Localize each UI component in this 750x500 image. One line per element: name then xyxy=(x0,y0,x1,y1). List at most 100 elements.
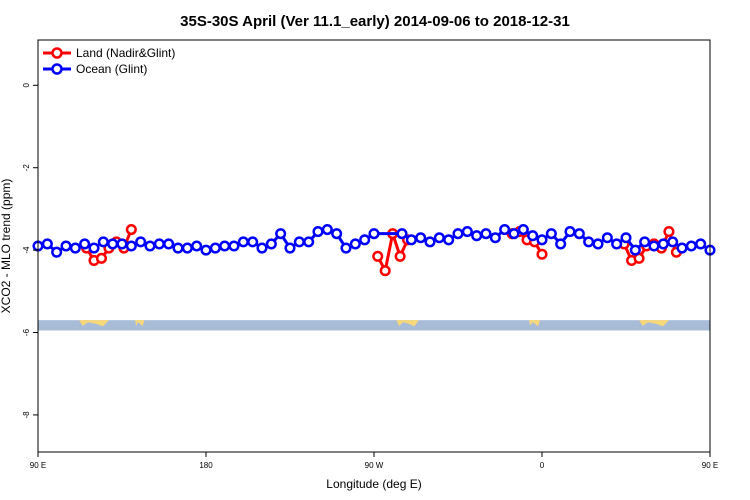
ocean-data-point xyxy=(293,236,305,248)
chart-title: 35S-30S April (Ver 11.1_early) 2014-09-0… xyxy=(180,13,570,30)
ocean-data-point xyxy=(695,238,707,250)
y-tick-label: -8 xyxy=(22,411,31,419)
ocean-data-point xyxy=(321,223,333,236)
ocean-data-point xyxy=(247,236,259,248)
ocean-data-point xyxy=(228,240,240,252)
legend-entry-ocean: Ocean (Glint) xyxy=(43,62,147,76)
ocean-data-point xyxy=(639,236,651,248)
ocean-data-point xyxy=(452,228,464,240)
ocean-data-point xyxy=(359,234,371,246)
ocean-data-point xyxy=(349,238,361,250)
ocean-data-point xyxy=(657,238,669,250)
ocean-data-point xyxy=(60,240,72,252)
ocean-band xyxy=(38,320,710,331)
ocean-data-point xyxy=(144,240,156,252)
ocean-data-point xyxy=(69,242,81,254)
ocean-data-point xyxy=(163,238,175,250)
ocean-data-point xyxy=(312,226,324,238)
x-axis-ticks: 90 E 180 90 W 0 90 E xyxy=(30,452,718,470)
x-tick-label: 0 xyxy=(540,461,545,470)
legend: Land (Nadir&Glint) Ocean (Glint) xyxy=(43,46,175,76)
land-patch xyxy=(79,320,109,327)
ocean-data-point xyxy=(172,242,184,254)
x-tick-label: 180 xyxy=(199,461,213,470)
ocean-data-point xyxy=(592,238,604,250)
ocean-data-point xyxy=(209,242,221,254)
ocean-data-point xyxy=(611,238,623,250)
ocean-data-point xyxy=(629,244,641,256)
ocean-data-point xyxy=(191,240,203,252)
ocean-data-point xyxy=(527,230,539,242)
ocean-data-point xyxy=(256,242,268,254)
ocean-data-point xyxy=(424,236,436,248)
x-tick-label: 90 E xyxy=(30,461,46,470)
ocean-data-point xyxy=(200,244,212,256)
ocean-data-point xyxy=(471,230,483,242)
legend-ocean-marker xyxy=(51,63,63,75)
ocean-data-point xyxy=(499,223,511,236)
ocean-data-point xyxy=(116,238,128,250)
ocean-data-point xyxy=(545,228,557,240)
ocean-data-point xyxy=(97,236,109,248)
ocean-data-point xyxy=(153,238,165,250)
ocean-data-point xyxy=(667,236,679,248)
ocean-data-point xyxy=(461,226,473,238)
ocean-data-point xyxy=(517,223,529,236)
ocean-data-point xyxy=(275,228,287,240)
ocean-data-point xyxy=(219,240,231,252)
legend-land-label: Land (Nadir&Glint) xyxy=(76,46,175,60)
ocean-data-point xyxy=(573,228,585,240)
land-patch xyxy=(396,320,419,327)
land-patch xyxy=(528,320,541,327)
y-tick-label: -6 xyxy=(22,328,31,336)
ocean-data-point xyxy=(41,238,53,250)
ocean-data-point xyxy=(489,232,501,244)
ocean-data-point xyxy=(676,242,688,254)
ocean-data-point xyxy=(265,238,277,250)
legend-ocean-label: Ocean (Glint) xyxy=(76,62,147,76)
ocean-data-point xyxy=(405,234,417,246)
y-tick-label: -4 xyxy=(22,246,31,254)
ocean-data-point xyxy=(396,228,408,240)
land-data-point xyxy=(372,250,384,262)
ocean-data-point xyxy=(237,236,249,248)
x-tick-label: 90 W xyxy=(365,461,384,470)
ocean-data-point xyxy=(620,232,632,244)
land-data-point xyxy=(663,226,675,238)
ocean-data-point xyxy=(480,228,492,240)
ocean-data-point xyxy=(79,238,91,250)
ocean-data-point xyxy=(433,232,445,244)
ocean-data-point xyxy=(125,240,137,252)
ocean-data-point xyxy=(135,236,147,248)
land-mask-band xyxy=(38,320,710,331)
ocean-data-point xyxy=(415,232,427,244)
ocean-data-point xyxy=(443,234,455,246)
x-axis-label: Longitude (deg E) xyxy=(326,477,421,491)
land-patch xyxy=(135,320,145,327)
ocean-data-point xyxy=(181,242,193,254)
y-tick-label: -2 xyxy=(22,164,31,172)
ocean-data-point xyxy=(340,242,352,254)
ocean-data-point xyxy=(648,240,660,252)
legend-entry-land: Land (Nadir&Glint) xyxy=(43,46,175,60)
land-patch xyxy=(639,320,669,327)
ocean-data-point xyxy=(685,240,697,252)
ocean-data-point xyxy=(601,232,613,244)
x-tick-label: 90 E xyxy=(702,461,718,470)
ocean-data-point xyxy=(564,226,576,238)
legend-land-marker xyxy=(51,47,63,59)
ocean-data-point xyxy=(536,234,548,246)
ocean-data-point xyxy=(331,228,343,240)
ocean-data-point xyxy=(583,236,595,248)
ocean-data-point xyxy=(284,242,296,254)
land-data-point xyxy=(95,252,108,264)
ocean-data-point xyxy=(88,242,100,254)
y-axis-label: XCO2 - MLO trend (ppm) xyxy=(0,179,13,314)
ocean-data-point xyxy=(555,238,567,250)
y-axis-ticks: 0 -2 -4 -6 -8 xyxy=(22,83,38,419)
land-data-point xyxy=(379,265,391,277)
ocean-data-point xyxy=(107,238,119,250)
ocean-data-point xyxy=(368,228,380,240)
land-data-point xyxy=(394,250,406,262)
